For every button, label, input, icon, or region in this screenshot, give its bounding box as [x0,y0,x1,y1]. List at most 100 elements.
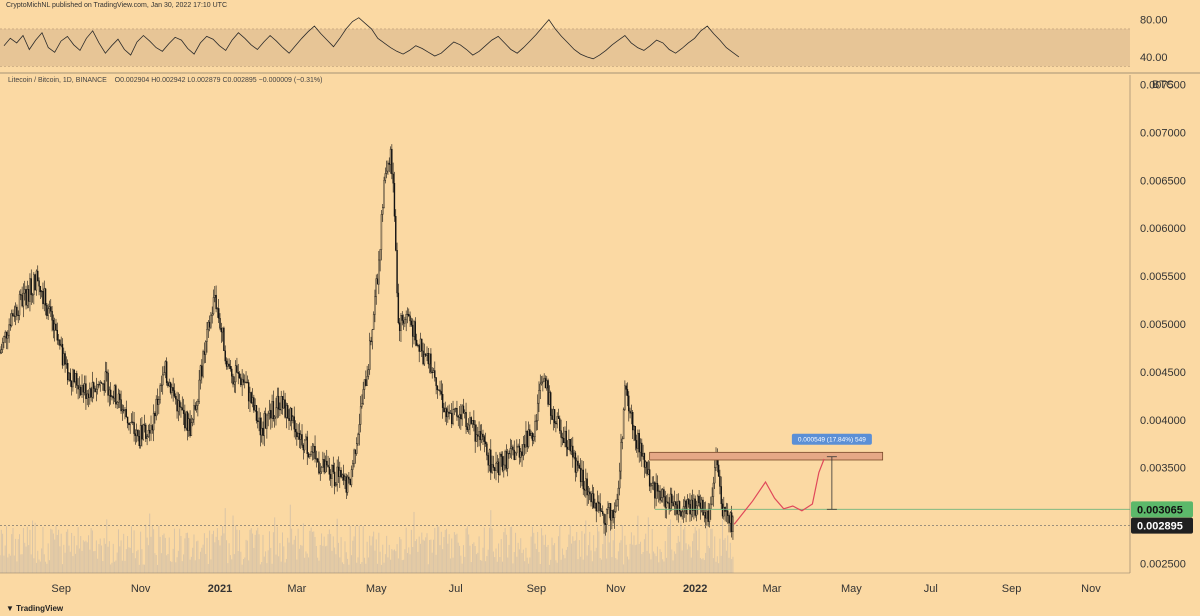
candle [362,389,364,404]
volume-bar [710,528,712,573]
candle [408,313,410,317]
volume-bar [258,534,260,573]
volume-bar [364,557,366,573]
volume-bar [164,537,166,573]
volume-bar [172,548,174,573]
volume-bar [266,563,268,573]
candle [198,379,200,402]
volume-bar [667,526,669,573]
volume-bar [38,559,40,573]
candle [94,388,96,393]
candle [134,433,137,436]
candle [203,351,206,355]
volume-bar [25,546,27,573]
candle [406,313,409,315]
candle [270,410,272,419]
volume-bar [508,544,510,573]
volume-bar [719,538,721,573]
candle [551,415,553,420]
price-tick-label: 0.006000 [1140,223,1186,235]
volume-bar [51,529,53,573]
symbol-label[interactable]: Litecoin / Bitcoin, 1D, BINANCE [8,77,107,84]
candle [333,471,336,487]
volume-bar [587,545,589,573]
candle [139,425,142,447]
volume-bar [392,550,394,573]
candlestick-series [0,144,734,540]
candle [411,324,414,337]
volume-bar [157,564,159,573]
volume-bar [461,563,463,573]
candle [678,501,681,512]
candle [668,502,670,509]
candle [129,422,131,426]
volume-bar [568,534,570,573]
volume-bar [560,559,562,573]
volume-bar [328,529,330,573]
volume-bar [503,532,505,573]
volume-bar [564,558,566,573]
volume-bar [403,559,405,573]
candle [552,409,554,420]
volume-bar [86,542,88,573]
candle [549,392,552,416]
volume-bar [107,546,109,573]
volume-bar [543,544,545,573]
volume-bar [619,542,621,573]
volume-bar [520,538,522,573]
volume-bar [337,542,339,573]
candle [281,396,284,409]
volume-bar [664,541,666,573]
volume-bar [327,534,329,573]
candle [691,499,694,511]
tradingview-logo-icon[interactable]: ▼ TradingView [6,604,64,613]
candle [115,385,117,405]
candle [534,420,536,437]
measure-label: 0.000549 (17.84%) 549 [798,437,866,444]
candle [664,496,666,508]
candle [91,382,94,398]
volume-bar [542,535,544,573]
candle [300,434,302,440]
candle [667,501,669,504]
candle [106,371,108,374]
candle [674,501,677,505]
candle [440,391,443,395]
volume-bar [257,527,259,573]
volume-bar [76,545,78,573]
candle [562,438,565,444]
volume-bar [557,536,559,573]
volume-bar [12,527,14,573]
volume-bar [610,528,612,573]
volume-bar [479,560,481,573]
volume-bar [245,539,247,573]
volume-bar [336,518,338,573]
volume-bar [541,528,543,573]
volume-bar [108,541,110,573]
volume-bar [292,544,294,573]
volume-bar [159,536,161,573]
volume-bar [472,543,474,573]
volume-bar [695,530,697,573]
volume-bar [425,537,427,573]
candle [138,435,140,447]
volume-bar [611,557,613,573]
candle [218,308,220,319]
candle [182,409,185,414]
volume-bar [61,564,63,573]
candle [378,259,380,285]
volume-bar [494,557,496,573]
annotation-layer[interactable]: 0.000549 (17.84%) 549 [0,433,1130,526]
volume-bar [581,531,583,573]
candle [548,392,551,405]
volume-bar [205,553,207,573]
candle [501,456,504,471]
volume-bar [593,535,595,573]
candle [335,484,337,487]
candle [292,416,294,421]
candle [195,405,198,410]
volume-bar [552,545,554,573]
candle [246,382,249,384]
